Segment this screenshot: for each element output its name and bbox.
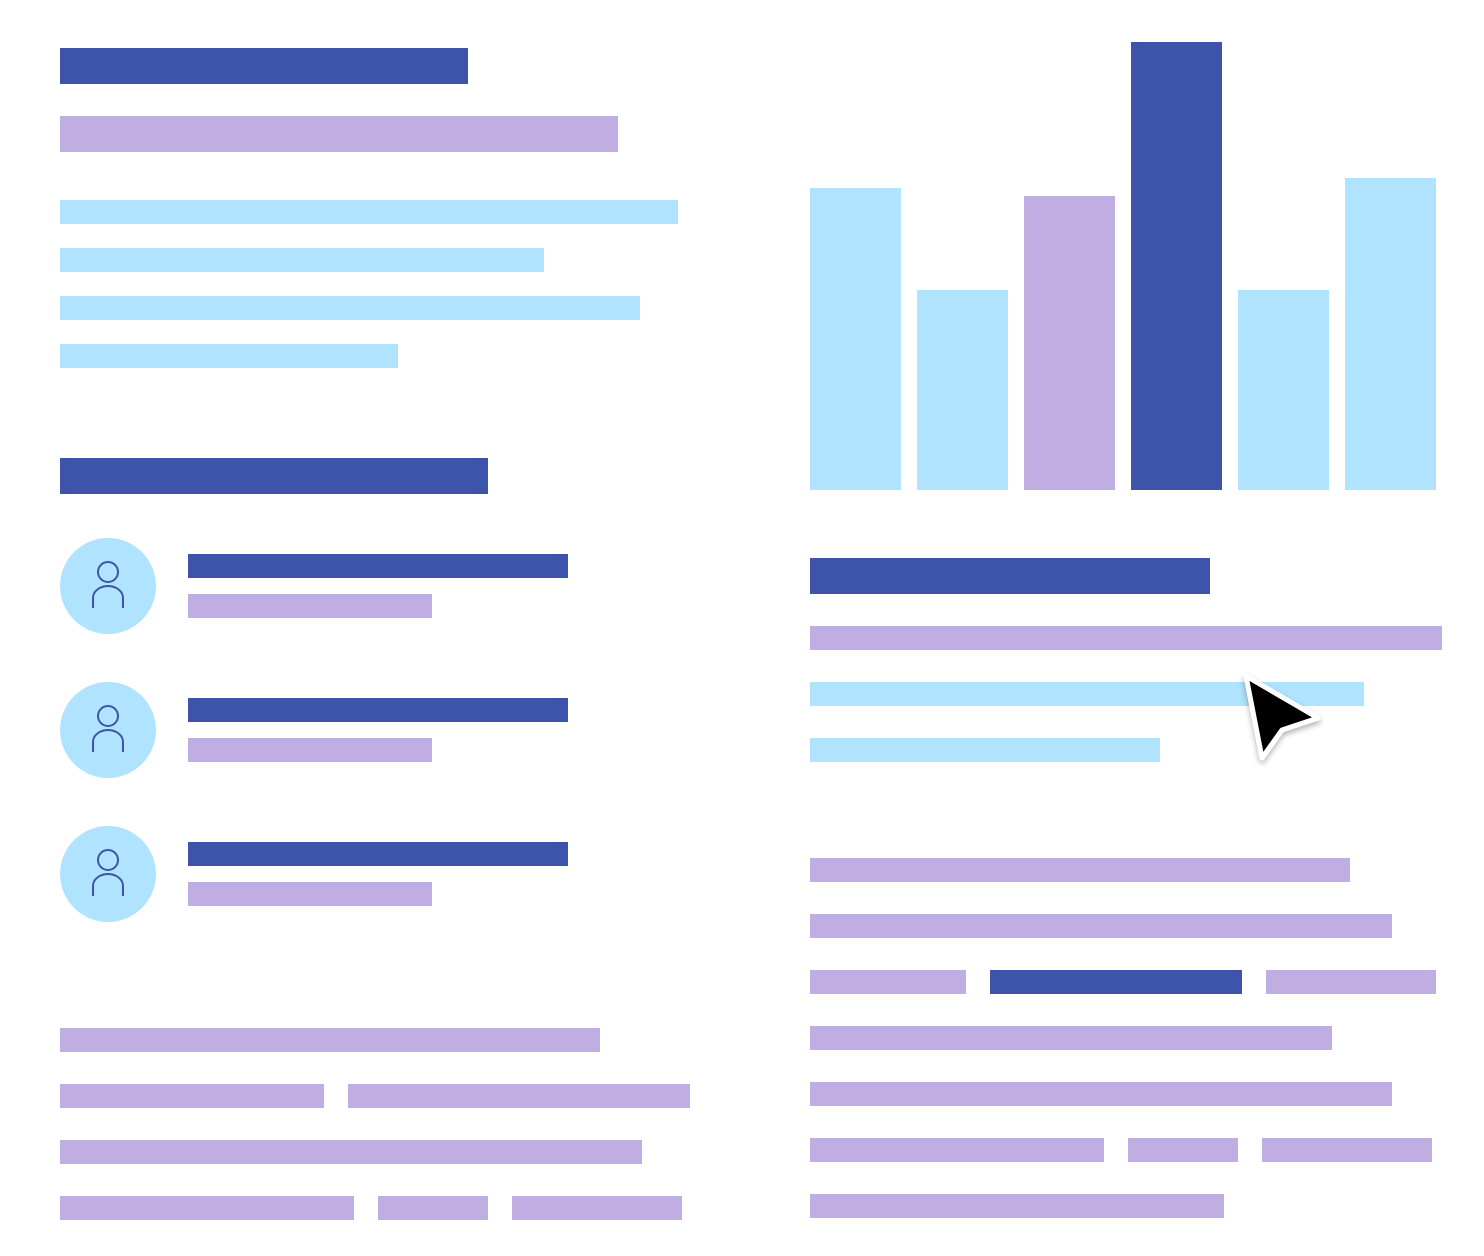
body-text-word	[60, 1196, 354, 1220]
body-text-word	[378, 1196, 488, 1220]
user-icon	[92, 849, 124, 896]
section-heading-placeholder	[60, 458, 488, 494]
paragraph-line	[60, 344, 398, 368]
body-text-word	[60, 1084, 324, 1108]
avatar	[60, 682, 156, 778]
user-icon	[92, 705, 124, 752]
page-subtitle-placeholder	[60, 116, 618, 152]
list-item-subtitle-placeholder	[188, 738, 432, 762]
chart-bar	[917, 290, 1008, 490]
body-text-line	[810, 1194, 1224, 1218]
body-text-word	[810, 1138, 1104, 1162]
body-text-word	[1128, 1138, 1238, 1162]
card-subtitle-line	[810, 626, 1442, 650]
body-text-line	[60, 1028, 600, 1052]
card-heading-placeholder	[810, 558, 1210, 594]
list-item-title-placeholder	[188, 698, 568, 722]
list-item-subtitle-placeholder	[188, 594, 432, 618]
highlighted-link-placeholder[interactable]	[990, 970, 1242, 994]
body-text-word	[810, 970, 966, 994]
body-text-line	[810, 914, 1392, 938]
paragraph-line	[60, 200, 678, 224]
card-text-line	[810, 738, 1160, 762]
body-text-line	[60, 1140, 642, 1164]
list-item-title-placeholder	[188, 554, 568, 578]
chart-bar	[810, 188, 901, 490]
body-text-line	[810, 1082, 1392, 1106]
chart-bar	[1024, 196, 1115, 490]
chart-bar	[1238, 290, 1329, 490]
paragraph-line	[60, 296, 640, 320]
avatar	[60, 538, 156, 634]
avatar	[60, 826, 156, 922]
body-text-line	[810, 858, 1350, 882]
paragraph-line	[60, 248, 544, 272]
list-item-title-placeholder	[188, 842, 568, 866]
chart-bar	[1345, 178, 1436, 490]
body-text-word	[512, 1196, 682, 1220]
body-text-word	[1262, 1138, 1432, 1162]
cursor-arrow-icon	[1243, 673, 1321, 761]
page-title-placeholder	[60, 48, 468, 84]
body-text-word	[1266, 970, 1436, 994]
body-text-word	[348, 1084, 690, 1108]
chart-bar	[1131, 42, 1222, 490]
user-icon	[92, 561, 124, 608]
list-item-subtitle-placeholder	[188, 882, 432, 906]
body-text-line	[810, 1026, 1332, 1050]
